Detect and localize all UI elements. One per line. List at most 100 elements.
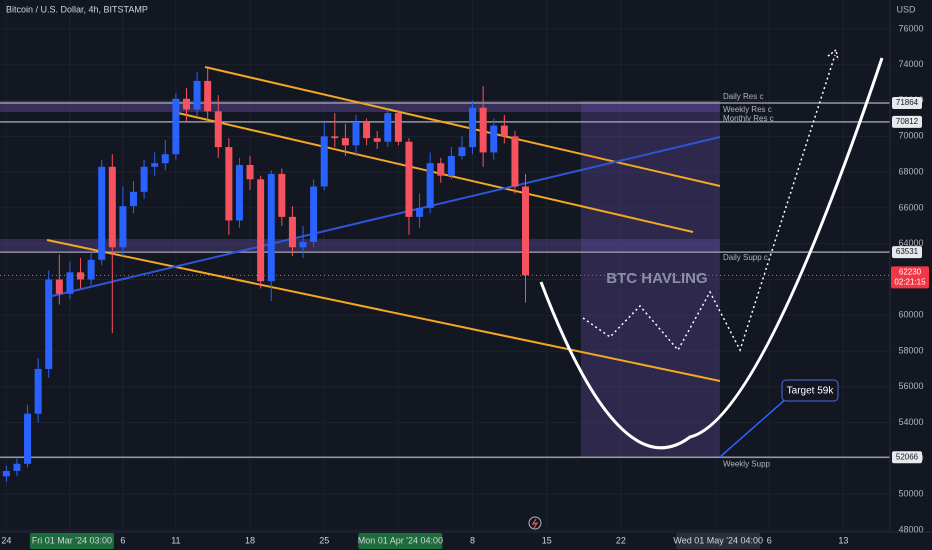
x-tick-label: 24 <box>1 535 11 545</box>
candle-body <box>479 107 487 153</box>
y-tick-label: 56000 <box>898 381 923 391</box>
candle-body <box>66 272 74 294</box>
candle-body <box>373 138 381 142</box>
level-label: 63531 <box>896 247 919 256</box>
candle-body <box>490 125 498 153</box>
candle-body <box>458 147 466 157</box>
y-tick-label: 48000 <box>898 524 923 534</box>
candle-body <box>161 154 169 164</box>
projection-path <box>582 54 836 352</box>
level-box <box>892 246 922 259</box>
candle-body <box>500 125 508 137</box>
candle-body <box>426 163 434 208</box>
y-tick-label: 54000 <box>898 417 923 427</box>
x-tick-label: 6 <box>120 535 125 545</box>
axes: 4800050000520005400056000580006000062000… <box>1 23 929 549</box>
x-tick-label: Wed 01 May '24 04:00 <box>673 535 763 545</box>
x-tick-label: Fri 01 Mar '24 03:00 <box>32 535 112 545</box>
level-note: Daily Res c <box>723 92 763 101</box>
candle-body <box>140 166 148 192</box>
halving-zone <box>581 101 720 457</box>
candle-body <box>310 186 318 242</box>
currency: USD <box>896 4 916 14</box>
y-tick-label: 60000 <box>898 310 923 320</box>
callout-box <box>781 379 839 402</box>
candle-body <box>341 138 349 146</box>
y-tick-label: 66000 <box>898 202 923 212</box>
candle-body <box>405 141 413 217</box>
candle-body <box>77 272 85 280</box>
y-tick-label: 64000 <box>898 238 923 248</box>
candle-body <box>55 279 63 294</box>
last-price-label: 62230 <box>899 267 922 276</box>
trend-line <box>46 239 721 382</box>
annotation: BTC HAVLING <box>606 270 707 287</box>
level-box <box>892 451 922 464</box>
candle-body <box>108 166 116 248</box>
annotation: Target 59k <box>787 386 835 397</box>
arrow-head <box>827 48 839 61</box>
y-tick-label: 68000 <box>898 167 923 177</box>
projection-curve <box>539 57 884 450</box>
x-tick-label: 25 <box>319 535 329 545</box>
last-price-box <box>891 266 929 289</box>
candle-body <box>172 98 180 155</box>
x-tick-label: 22 <box>616 535 626 545</box>
candle-body <box>98 166 106 260</box>
x-tick-label: 8 <box>470 535 475 545</box>
candle-body <box>182 98 190 110</box>
candle-body <box>267 173 275 282</box>
level-note: Weekly Res c <box>723 105 772 114</box>
level-box <box>892 115 922 128</box>
x-tick-box <box>358 533 443 549</box>
level-label: 71864 <box>896 98 919 107</box>
chart-title: Bitcoin / U.S. Dollar, 4h, BITSTAMP <box>6 4 148 14</box>
candle-body <box>119 206 127 248</box>
candle-body <box>193 80 201 110</box>
candle-body <box>320 136 328 187</box>
y-tick-label: 76000 <box>898 23 923 33</box>
candle-body <box>363 122 371 139</box>
level-note: Daily Supp c <box>723 253 768 262</box>
resistance-zone <box>0 101 720 112</box>
x-tick-box <box>29 533 114 549</box>
level-note: Weekly Supp <box>723 459 771 468</box>
candle-body <box>235 164 243 221</box>
level-box <box>892 97 922 110</box>
x-tick-box <box>676 533 761 549</box>
x-tick-label: 15 <box>542 535 552 545</box>
x-tick-label: 11 <box>171 535 180 545</box>
candle-body <box>13 463 21 471</box>
price-axis <box>890 0 932 532</box>
candle-body <box>151 163 159 167</box>
candle-body <box>288 216 296 248</box>
trend-line <box>204 66 721 187</box>
support-zone <box>0 239 720 251</box>
countdown: 02:21:15 <box>894 277 926 286</box>
candle-body <box>299 241 307 248</box>
candle-body <box>511 136 519 187</box>
candle-body <box>278 173 286 217</box>
level-label: 52066 <box>896 452 919 461</box>
x-tick-label: 6 <box>767 535 772 545</box>
y-tick-label: 58000 <box>898 345 923 355</box>
candle-body <box>522 186 530 276</box>
candle-body <box>257 179 265 282</box>
y-tick-label: 70000 <box>898 131 923 141</box>
candle-body <box>225 147 233 221</box>
x-tick-label: 13 <box>838 535 848 545</box>
candle-body <box>437 163 445 176</box>
candle-body <box>87 259 95 280</box>
trend-line <box>177 112 694 233</box>
candle-body <box>24 413 32 464</box>
icon[interactable] <box>528 516 542 530</box>
candle-body <box>416 207 424 217</box>
candle-body <box>384 113 392 142</box>
callout-line <box>719 397 788 458</box>
y-tick-label: 74000 <box>898 59 923 69</box>
time-axis <box>0 532 932 550</box>
candle-body <box>394 113 402 142</box>
icon <box>531 518 539 529</box>
